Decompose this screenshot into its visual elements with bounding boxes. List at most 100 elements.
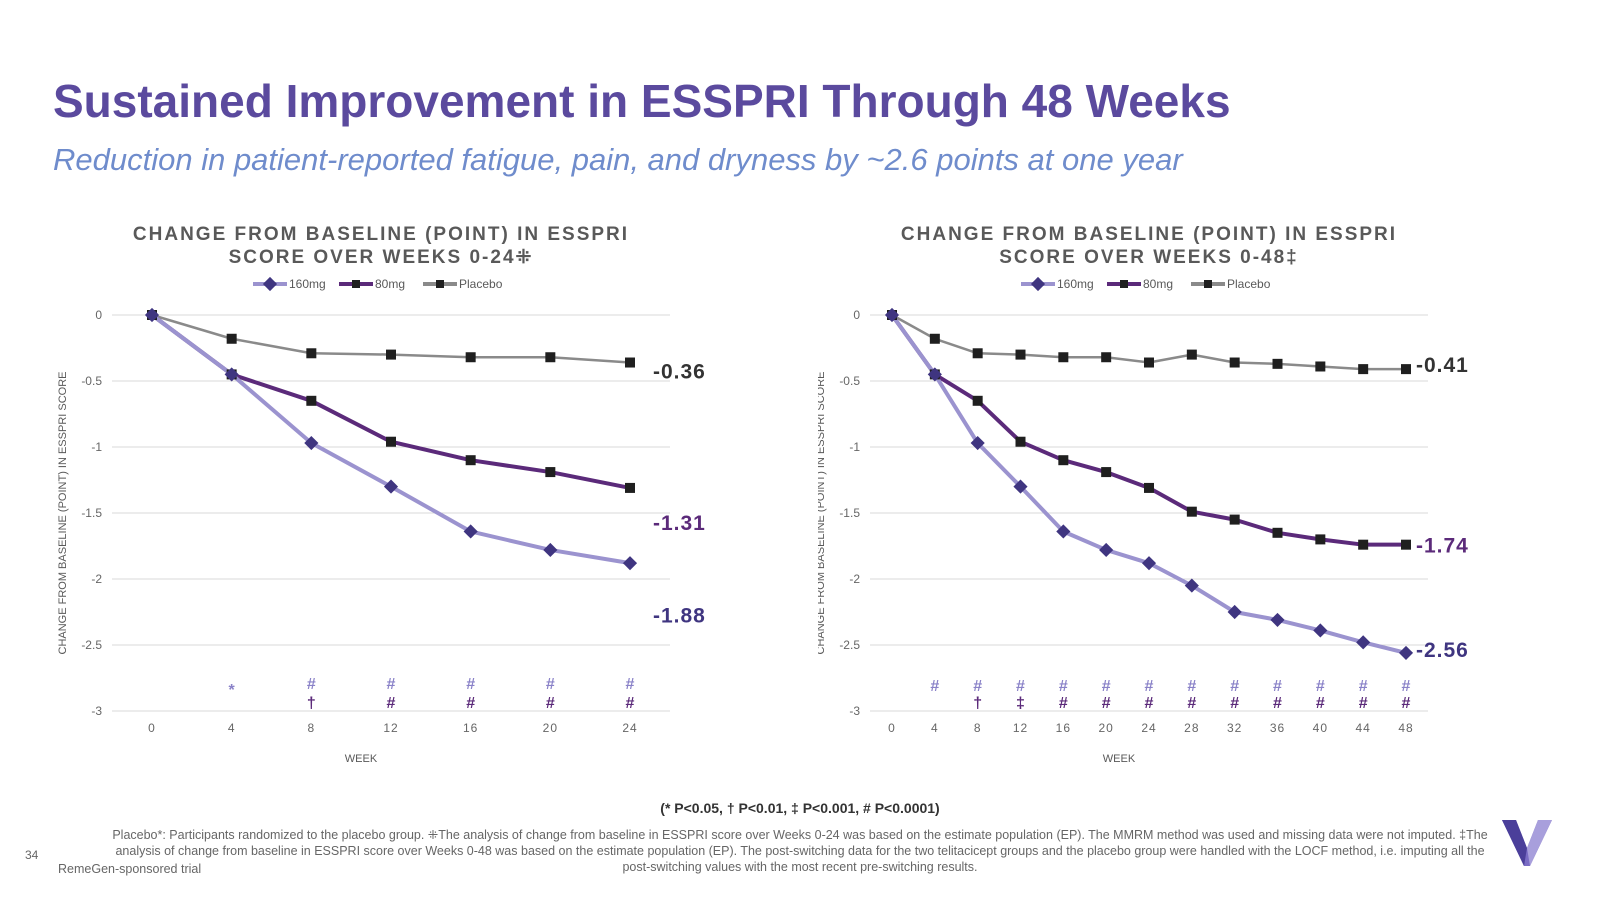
significance-80mg: # [1230, 695, 1239, 712]
significance-80mg: # [1187, 695, 1196, 712]
series-line-80mg [150, 313, 631, 490]
x-tick-label: 48 [1398, 721, 1413, 735]
significance-80mg: # [546, 695, 555, 712]
data-point-160mg [970, 435, 985, 451]
legend-item-160mg: 160mg [1021, 276, 1094, 292]
data-point-placebo [465, 352, 476, 363]
data-point-80mg [1229, 514, 1240, 525]
data-point-160mg [1356, 635, 1371, 650]
data-point-placebo [226, 333, 237, 344]
legend-marker [1120, 280, 1128, 288]
y-tick-label: -2 [91, 572, 102, 586]
data-point-80mg [625, 482, 635, 493]
y-tick-label: -2.5 [81, 638, 102, 652]
chart-title-line: CHANGE FROM BASELINE (POINT) IN ESSPRI [133, 224, 629, 245]
significance-80mg: † [307, 695, 316, 712]
y-tick-label: -1 [849, 440, 860, 454]
legend-label: 80mg [1143, 277, 1173, 291]
data-point-160mg [1013, 479, 1028, 494]
data-point-160mg [1099, 542, 1114, 558]
page-number: 34 [25, 848, 39, 862]
y-tick-label: -0.5 [839, 374, 860, 388]
y-tick-label: -2 [849, 572, 860, 586]
significance-80mg: # [1145, 695, 1154, 712]
data-point-80mg [972, 395, 983, 406]
x-tick-label: 0 [888, 721, 896, 735]
data-point-placebo [1101, 352, 1112, 363]
data-point-80mg [1144, 482, 1154, 493]
legend-marker [1030, 276, 1046, 292]
data-point-placebo [972, 348, 983, 359]
data-point-80mg [306, 395, 317, 406]
significance-80mg: # [1273, 695, 1282, 712]
significance-160mg: # [546, 676, 555, 693]
legend-item-placebo: Placebo [1191, 277, 1271, 291]
data-point-placebo [625, 357, 635, 368]
legend-item-160mg: 160mg [253, 276, 326, 292]
chart-title-line: SCORE OVER WEEKS 0-24⁜ [229, 247, 534, 268]
chart-title-line: CHANGE FROM BASELINE (POINT) IN ESSPRI [901, 224, 1397, 245]
page-subtitle: Reduction in patient-reported fatigue, p… [53, 142, 1183, 177]
y-tick-label: -2.5 [839, 638, 860, 652]
legend-label: 160mg [1057, 277, 1094, 291]
legend-marker [352, 280, 360, 288]
data-point-80mg [386, 436, 396, 447]
data-point-80mg [1315, 534, 1326, 545]
data-point-placebo [1229, 357, 1240, 368]
data-point-placebo [1186, 349, 1197, 360]
data-point-80mg [465, 455, 476, 466]
x-tick-label: 44 [1355, 721, 1370, 735]
x-tick-label: 8 [974, 721, 982, 735]
significance-80mg: # [1402, 695, 1411, 712]
x-tick-label: 4 [228, 721, 236, 735]
significance-160mg: # [930, 678, 939, 695]
significance-160mg: # [1187, 678, 1196, 695]
chart-weeks-0-48: CHANGE FROM BASELINE (POINT) IN ESSPRISC… [818, 224, 1468, 765]
x-tick-label: 8 [307, 721, 315, 735]
data-point-80mg [1272, 527, 1283, 538]
legend-marker [262, 276, 278, 292]
significance-160mg: * [229, 682, 236, 699]
data-point-160mg [622, 556, 638, 571]
significance-80mg: # [466, 695, 475, 712]
chart-title-line: SCORE OVER WEEKS 0-48‡ [999, 247, 1299, 268]
legend-marker [436, 280, 444, 288]
data-point-placebo [929, 333, 940, 344]
data-point-80mg [1358, 539, 1369, 550]
data-point-placebo [1401, 364, 1411, 375]
x-tick-label: 24 [622, 721, 637, 735]
x-tick-label: 40 [1313, 721, 1328, 735]
significance-160mg: # [1059, 678, 1068, 695]
data-point-placebo [1058, 352, 1069, 363]
data-point-160mg [543, 542, 558, 558]
significance-160mg: # [1316, 678, 1325, 695]
x-tick-label: 12 [1013, 721, 1028, 735]
significance-80mg: # [1059, 695, 1068, 712]
significance-160mg: # [1016, 678, 1025, 695]
end-label-placebo: -0.36 [653, 360, 706, 383]
significance-80mg: # [387, 695, 396, 712]
data-point-80mg [1401, 539, 1411, 550]
p-value-key: (* P<0.05, † P<0.01, ‡ P<0.001, # P<0.00… [660, 800, 940, 816]
data-point-80mg [1186, 506, 1197, 517]
significance-160mg: # [387, 676, 396, 693]
end-label-80mg: -1.31 [653, 512, 706, 535]
data-point-160mg [463, 524, 478, 539]
y-tick-label: 0 [95, 308, 102, 322]
data-point-placebo [1358, 364, 1369, 375]
significance-160mg: # [1402, 678, 1411, 695]
y-tick-label: -3 [849, 704, 860, 718]
legend-item-placebo: Placebo [423, 277, 503, 291]
data-point-160mg [383, 479, 399, 494]
data-point-placebo [545, 352, 556, 363]
data-point-80mg [1058, 455, 1069, 466]
sponsor-note: RemeGen-sponsored trial [58, 862, 202, 876]
x-tick-label: 0 [148, 721, 156, 735]
significance-160mg: # [1102, 678, 1111, 695]
data-point-160mg [1227, 604, 1242, 620]
page-title: Sustained Improvement in ESSPRI Through … [53, 75, 1231, 127]
significance-160mg: # [307, 676, 316, 693]
data-point-80mg [1101, 467, 1112, 478]
data-point-placebo [1015, 349, 1026, 360]
significance-80mg: # [1359, 695, 1368, 712]
